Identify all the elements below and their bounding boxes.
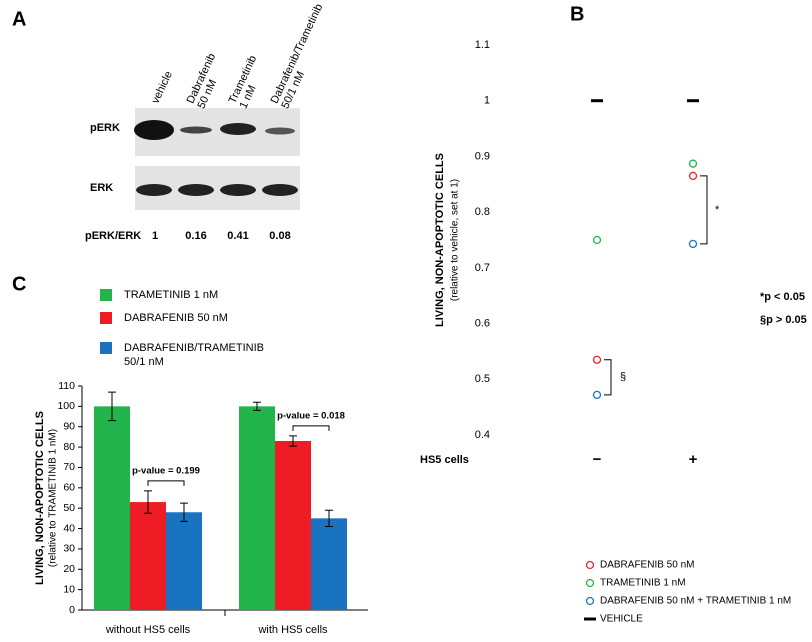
y-tick-label: 60 [63,482,75,494]
point [688,239,698,249]
y-tick-label: 40 [63,522,75,534]
legend-label: TRAMETINIB 1 nM [124,289,219,301]
y-axis-label: LIVING, NON-APOPTOTIC CELLS [34,411,46,585]
y-tick-label: 0.8 [475,206,490,218]
y-tick-label: 70 [63,461,75,473]
bar [275,440,311,610]
y-tick-label: 30 [63,543,75,555]
bar [311,518,347,610]
x-tick-label: + [689,451,698,468]
lane-label: Dabrafenib50 nM [184,52,229,111]
y-tick-label: 0.6 [475,317,490,329]
legend-marker [585,560,595,570]
ratio-value: 0.08 [269,230,290,242]
legend-swatch [100,342,112,354]
band [220,123,256,135]
band [220,184,256,196]
annotation: p-value = 0.199 [132,465,200,476]
band [178,184,214,196]
point [592,235,602,245]
bar [239,406,275,610]
point [687,99,699,103]
point [688,159,698,168]
y-tick-label: 0.5 [475,373,490,385]
band [180,126,212,134]
y-tick-label: 50 [63,502,75,514]
error-bar [253,401,261,411]
error-bar [289,435,297,447]
bracket [604,359,612,396]
annotation: *p < 0.05 [760,291,805,303]
x-axis-label: HS5 cells [420,454,469,466]
y-tick-label: 110 [58,380,75,392]
legend-swatch [100,312,112,324]
band [265,127,295,135]
x-tick-label: without HS5 cells [105,624,191,636]
legend-label: DABRAFENIB 50 nM + TRAMETINIB 1 nM [600,596,791,607]
legend-label: VEHICLE [600,614,643,625]
legend-marker [585,578,595,588]
legend-swatch [100,289,112,301]
band [136,184,172,196]
bracket [700,175,708,245]
legend-label: DABRAFENIB/TRAMETINIB 50/1 nM [124,342,264,368]
y-axis-sublabel: (relative to TRAMETINIB 1 nM) [48,429,59,567]
ratio-value: 1 [152,230,158,242]
y-tick-label: 0.4 [475,429,490,441]
bar [94,406,130,610]
y-axis-label: LIVING, NON-APOPTOTIC CELLS [434,153,446,327]
lane-label: Dabrafenib/Trametinib50/1 nM [268,2,336,110]
lane-label: vehicle [149,69,174,105]
annotation: §p > 0.05 [760,314,807,326]
legend-label: TRAMETINIB 1 nM [600,578,686,589]
annotation: * [715,204,720,216]
panel-label: B [570,3,584,25]
legend-label: DABRAFENIB 50 nM [124,312,228,324]
annotation: p-value = 0.018 [277,410,345,421]
y-tick-label: 100 [57,400,75,412]
panel-label: C [12,273,26,295]
legend-marker [585,596,595,606]
point [592,355,602,364]
legend-marker [584,617,596,621]
error-bar [180,502,188,522]
error-bar [144,490,152,514]
row-label: ERK [90,182,113,194]
x-tick-label: − [593,451,602,468]
point [592,390,602,400]
y-tick-label: 20 [63,563,75,575]
error-bar [325,509,333,528]
point [591,99,603,103]
bar [130,502,166,610]
panel-label: A [12,8,26,30]
bar [166,512,202,610]
y-tick-label: 90 [63,421,75,433]
y-tick-label: 80 [63,441,75,453]
legend-label: DABRAFENIB 50 nM [600,560,694,571]
x-tick-label: with HS5 cells [257,624,328,636]
error-bar [108,391,116,422]
bracket [147,480,185,486]
y-tick-label: 0.7 [475,262,490,274]
band [262,184,298,196]
ratio-value: 0.16 [185,230,206,242]
y-tick-label: 0 [69,604,75,616]
ratio-value: 0.41 [227,230,248,242]
y-axis-sublabel: (relative to vehicle, set at 1) [450,179,461,301]
annotation: § [620,371,626,383]
point [688,171,698,181]
y-tick-label: 1.1 [475,39,490,51]
band [134,120,174,140]
ratio-label: pERK/ERK [85,230,141,242]
row-label: pERK [90,122,120,134]
y-tick-label: 0.9 [475,150,490,162]
bracket [292,425,330,431]
y-tick-label: 1 [484,95,490,107]
y-tick-label: 10 [63,583,75,595]
lane-label: Trametinib1 nM [226,54,270,111]
